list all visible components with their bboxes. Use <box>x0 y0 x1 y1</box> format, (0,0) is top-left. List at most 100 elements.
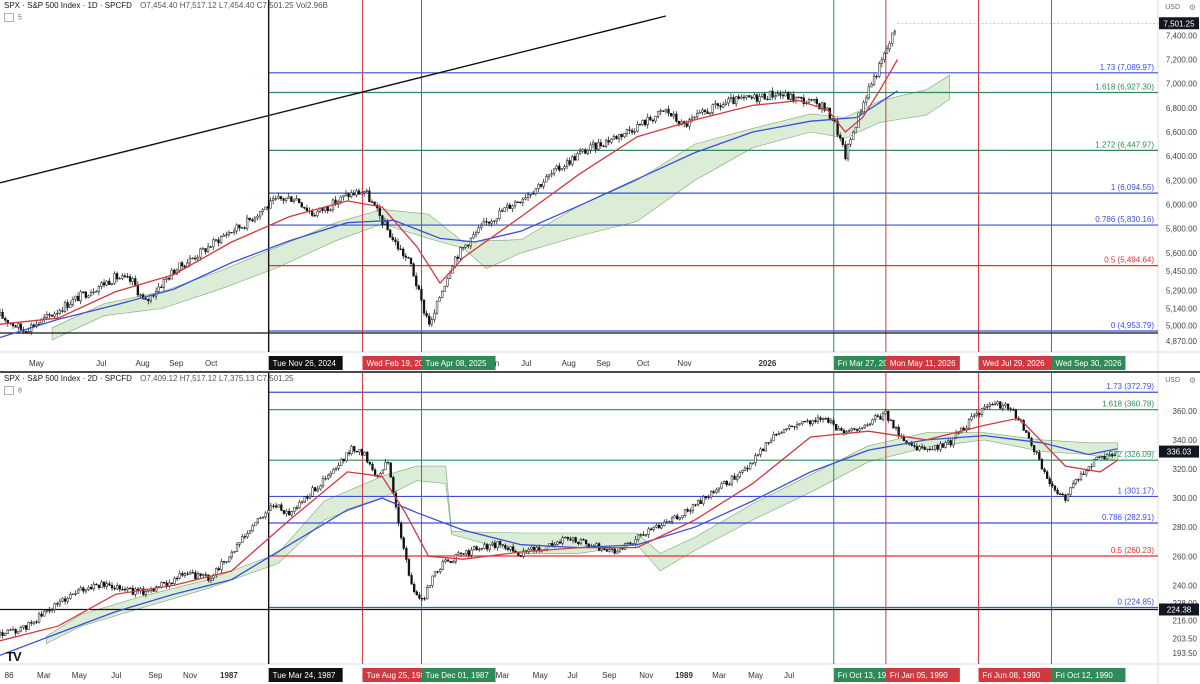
candle-body <box>714 103 717 105</box>
candle-body <box>880 59 883 64</box>
candle-body <box>578 150 582 154</box>
fib-level-label: 0.786 (5,830.16) <box>1095 215 1154 224</box>
price-tick-label: 5,290.00 <box>1166 286 1198 295</box>
candle-body <box>251 219 254 222</box>
indicator-toggle[interactable]: 5 <box>4 13 22 22</box>
candle-body <box>102 282 106 286</box>
candle-body <box>129 587 132 590</box>
candle-body <box>360 449 364 456</box>
candle-body <box>784 92 787 97</box>
candle-body <box>225 234 228 236</box>
candle-body <box>89 292 93 297</box>
indicator-toggle[interactable]: 8 <box>4 386 22 395</box>
candle-body <box>824 417 827 420</box>
date-marker-badge[interactable] <box>1051 356 1126 370</box>
candle-body <box>670 517 674 522</box>
candle-body <box>970 415 973 421</box>
candle-body <box>467 550 471 556</box>
time-axis-label: 1987 <box>220 671 238 680</box>
candle-body <box>852 131 855 140</box>
time-axis-label: May <box>29 359 44 368</box>
candle-body <box>672 113 675 117</box>
settings-gear-icon[interactable]: ⚙ <box>1188 376 1196 385</box>
candle-body <box>854 127 857 133</box>
candle-body <box>269 200 272 209</box>
candle-body <box>962 427 965 431</box>
candle-body <box>818 103 821 110</box>
fib-level-label: 1.73 (372.79) <box>1106 382 1154 391</box>
candle-body <box>610 548 614 551</box>
candle-body <box>337 465 340 469</box>
candle-body <box>1043 468 1046 472</box>
candle-body <box>634 539 637 544</box>
candle-body <box>604 140 608 147</box>
date-marker-badge[interactable] <box>885 668 960 682</box>
candle-body <box>206 246 210 253</box>
date-marker-badge[interactable] <box>1051 668 1126 682</box>
candle-body <box>610 138 613 143</box>
candle-body <box>63 598 67 602</box>
price-tick-label: 6,800.00 <box>1166 104 1198 113</box>
candle-body <box>175 577 179 580</box>
date-marker-badge[interactable] <box>885 356 960 370</box>
candle-body <box>285 510 288 514</box>
price-tick-label: 228.00 <box>1173 599 1198 608</box>
candle-body <box>452 561 455 563</box>
date-marker-badge[interactable] <box>362 668 437 682</box>
time-axis-label: Mar <box>37 671 51 680</box>
candle-body <box>196 573 200 580</box>
candle-body <box>345 452 348 462</box>
candle-body <box>810 99 813 101</box>
candle-body <box>79 587 82 591</box>
candle-body <box>347 452 351 455</box>
candle-body <box>420 597 424 600</box>
candle-body <box>616 550 619 554</box>
daily-chart-canvas[interactable]: 1.73 (7,089.97) 1.618 (6,927.30) 1.272 (6,… <box>0 0 1200 372</box>
candle-body <box>56 603 59 605</box>
price-axis-strip[interactable] <box>1158 373 1200 684</box>
chart-panel-2day[interactable]: 1.73 (372.79) 1.618 (360.78) 1.272 (326.09… <box>0 373 1200 684</box>
candle-body <box>561 537 564 544</box>
candle-body <box>217 239 220 244</box>
candle-body <box>433 571 437 577</box>
candle-body <box>277 196 280 199</box>
moving-average-blue <box>0 90 898 339</box>
price-axis-strip[interactable] <box>1158 0 1200 372</box>
collapse-icon[interactable] <box>4 13 14 22</box>
date-marker-badge[interactable] <box>978 668 1053 682</box>
candle-body <box>178 573 181 579</box>
candle-body <box>811 420 814 425</box>
candle-body <box>508 204 512 209</box>
two-day-chart-canvas[interactable]: 1.73 (372.79) 1.618 (360.78) 1.272 (326.09… <box>0 373 1200 684</box>
date-marker-badge[interactable] <box>268 668 343 682</box>
candle-body <box>706 111 709 115</box>
date-marker-badge[interactable] <box>421 668 496 682</box>
candle-body <box>534 188 538 194</box>
date-marker-badge[interactable] <box>421 356 496 370</box>
candle-body <box>782 429 786 434</box>
candle-body <box>845 431 848 433</box>
last-price-badge <box>1159 445 1199 458</box>
candle-body <box>217 568 220 571</box>
candle-body <box>314 487 317 492</box>
date-marker-badge[interactable] <box>362 356 437 370</box>
price-tick-label: 6,600.00 <box>1166 128 1198 137</box>
settings-gear-icon[interactable]: ⚙ <box>1188 3 1196 12</box>
candle-body <box>279 196 283 199</box>
candle-body <box>480 548 484 550</box>
candle-body <box>724 102 727 105</box>
candle-body <box>1072 483 1075 488</box>
panel-separator[interactable] <box>0 371 1200 373</box>
tradingview-logo-icon[interactable]: TV <box>6 649 22 664</box>
fib-level-label: 1.73 (7,089.97) <box>1100 63 1155 72</box>
date-marker-label: Wed Feb 19, 2025 <box>366 359 432 368</box>
candle-body <box>329 473 332 476</box>
candle-body <box>50 315 54 317</box>
date-marker-badge[interactable] <box>978 356 1053 370</box>
chart-panel-daily[interactable]: 1.73 (7,089.97) 1.618 (6,927.30) 1.272 (6,… <box>0 0 1200 372</box>
date-marker-badge[interactable] <box>268 356 343 370</box>
candle-body <box>222 561 226 563</box>
candle-body <box>126 276 129 278</box>
collapse-icon[interactable] <box>4 386 14 395</box>
candle-body <box>717 487 721 491</box>
